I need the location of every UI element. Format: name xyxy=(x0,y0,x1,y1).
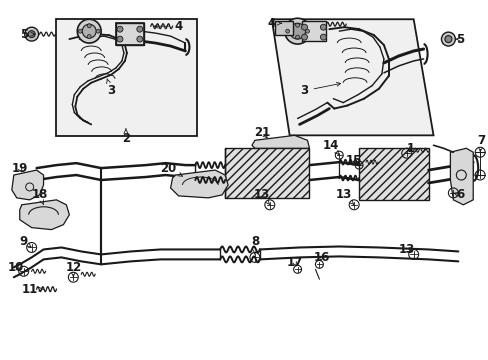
Text: 5: 5 xyxy=(20,28,35,41)
Circle shape xyxy=(441,32,454,46)
Text: 4: 4 xyxy=(154,20,182,33)
Circle shape xyxy=(28,31,35,37)
Circle shape xyxy=(117,36,122,42)
Bar xyxy=(56,19,197,136)
Text: 12: 12 xyxy=(65,261,81,277)
Text: 2: 2 xyxy=(122,129,130,145)
Text: 17: 17 xyxy=(286,256,302,269)
Text: 10: 10 xyxy=(8,261,24,274)
Text: 11: 11 xyxy=(21,283,43,296)
Text: 3: 3 xyxy=(300,82,340,97)
Circle shape xyxy=(285,29,289,33)
Polygon shape xyxy=(170,170,228,198)
Polygon shape xyxy=(271,19,433,135)
Text: 18: 18 xyxy=(31,188,48,204)
Circle shape xyxy=(96,29,100,33)
Bar xyxy=(116,23,143,45)
Circle shape xyxy=(301,34,307,40)
Text: 13: 13 xyxy=(253,188,269,204)
Polygon shape xyxy=(449,148,472,205)
Circle shape xyxy=(320,24,325,30)
Circle shape xyxy=(25,27,39,41)
Circle shape xyxy=(82,24,96,38)
Text: 3: 3 xyxy=(106,79,115,97)
Circle shape xyxy=(284,18,310,44)
Text: 4: 4 xyxy=(267,17,281,30)
Circle shape xyxy=(87,24,91,28)
Circle shape xyxy=(117,26,122,32)
Text: 19: 19 xyxy=(12,162,28,175)
Polygon shape xyxy=(224,148,309,198)
Polygon shape xyxy=(12,170,43,200)
Text: 14: 14 xyxy=(323,139,339,155)
Bar xyxy=(301,21,325,41)
Text: 6: 6 xyxy=(452,188,464,201)
Circle shape xyxy=(78,29,82,33)
Text: 8: 8 xyxy=(250,235,259,254)
Text: 1: 1 xyxy=(406,142,414,155)
Text: 15: 15 xyxy=(345,154,362,167)
Polygon shape xyxy=(358,148,427,200)
Circle shape xyxy=(444,36,451,42)
Circle shape xyxy=(87,35,91,39)
Circle shape xyxy=(320,34,325,40)
Text: 20: 20 xyxy=(160,162,182,176)
Text: 9: 9 xyxy=(20,235,31,248)
Circle shape xyxy=(137,26,142,32)
Circle shape xyxy=(305,29,309,33)
Text: 16: 16 xyxy=(313,251,329,264)
Text: 21: 21 xyxy=(253,126,269,139)
Text: 7: 7 xyxy=(476,134,484,151)
Polygon shape xyxy=(20,200,69,230)
Circle shape xyxy=(137,36,142,42)
Circle shape xyxy=(295,35,299,39)
Text: 13: 13 xyxy=(398,243,414,256)
Circle shape xyxy=(301,24,307,30)
Circle shape xyxy=(295,23,299,27)
Circle shape xyxy=(77,19,101,43)
Bar xyxy=(274,21,292,35)
Circle shape xyxy=(289,23,305,39)
Polygon shape xyxy=(251,135,309,148)
Text: 13: 13 xyxy=(335,188,353,204)
Text: 5: 5 xyxy=(455,33,464,46)
